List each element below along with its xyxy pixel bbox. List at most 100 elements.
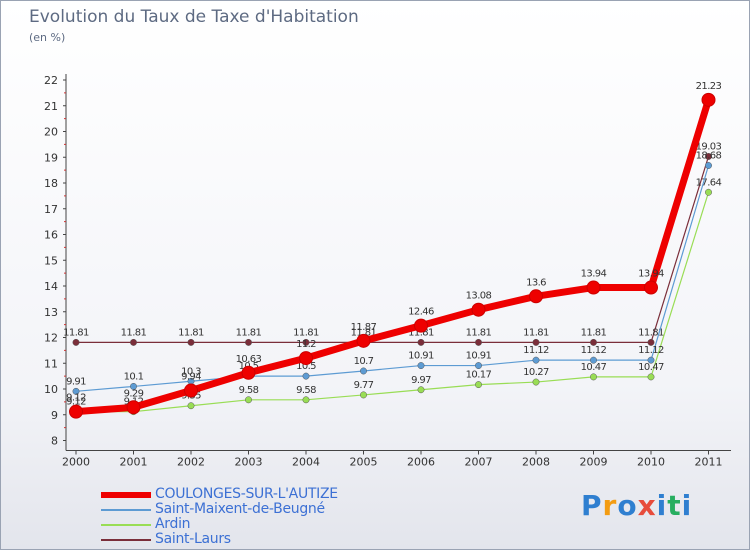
data-point [299, 351, 313, 366]
data-label: 9.77 [354, 380, 374, 391]
data-point [705, 188, 712, 196]
data-label: 10.3 [181, 366, 201, 377]
x-tick-label: 2006 [407, 456, 435, 469]
logo-letter: x [637, 489, 657, 522]
data-point [72, 387, 80, 395]
x-tick-label: 2005 [350, 456, 378, 469]
data-point [417, 338, 425, 346]
data-label: 13.94 [581, 269, 607, 280]
proxiti-logo: Proxiti [581, 489, 692, 522]
data-label: 9.91 [66, 376, 86, 387]
data-point [417, 362, 425, 370]
data-label: 10.47 [638, 362, 664, 373]
y-tick-label: 22 [44, 74, 58, 87]
data-label: 10.17 [466, 370, 492, 381]
y-tick-label: 13 [44, 306, 58, 319]
data-point [302, 372, 310, 380]
legend-label-saint-laurs: Saint-Laurs [155, 531, 231, 547]
data-label: 13.94 [638, 269, 664, 280]
data-label: 11.81 [581, 327, 607, 338]
x-tick-label: 2004 [292, 456, 320, 469]
data-point [590, 356, 597, 364]
x-tick-label: 2010 [637, 456, 665, 469]
y-tick-label: 20 [44, 126, 58, 139]
logo-letter: i [681, 489, 693, 522]
legend-swatch-saint-laurs [101, 539, 151, 541]
data-point [302, 338, 310, 346]
data-point [126, 400, 141, 415]
chart-subtitle: (en %) [29, 31, 66, 44]
data-label: 11.81 [351, 327, 377, 338]
series-line [75, 191, 710, 413]
data-label: 9.97 [411, 375, 431, 386]
data-label: 9.58 [296, 385, 316, 396]
y-tick-label: 10 [44, 383, 58, 396]
legend-label-coulonges: COULONGES-SUR-L'AUTIZE [155, 486, 338, 502]
y-tick-label: 12 [44, 332, 58, 345]
data-label: 11.87 [351, 322, 377, 333]
logo-letter: o [617, 489, 638, 522]
data-label: 11.81 [236, 327, 262, 338]
y-tick-label: 19 [44, 151, 58, 164]
x-tick-label: 2007 [465, 456, 493, 469]
legend-label-ardin: Ardin [155, 516, 191, 532]
data-point [475, 362, 482, 370]
data-point [360, 367, 367, 375]
x-tick-label: 2011 [695, 456, 723, 469]
series-saint-maixent-de-beugn-: 9.9110.110.310.510.510.710.9110.9111.121… [66, 150, 722, 395]
data-label: 11.81 [466, 327, 492, 338]
data-point [475, 338, 482, 346]
data-point [647, 356, 655, 364]
data-label: 10.47 [581, 362, 607, 373]
logo-letter: r [602, 489, 618, 522]
data-point [471, 302, 486, 317]
data-label: 18.68 [696, 150, 722, 161]
data-label: 9.12 [66, 397, 86, 408]
data-label: 21.23 [696, 81, 722, 92]
data-point [586, 280, 601, 295]
data-label: 9.12 [66, 393, 86, 404]
data-point [532, 378, 540, 386]
data-point [529, 289, 543, 304]
data-label: 17.64 [696, 177, 722, 188]
data-label: 13.08 [466, 291, 492, 302]
data-label: 11.12 [581, 345, 607, 356]
series-saint-laurs: 11.81 11.81 11.81 11.81 11.81 11.81 11.81 11.81… [63, 141, 722, 346]
series-coulonges-sur-l-autize: 9.12 9.29 9.94 10.63 11.2 11.87 12.46 13.08 13.6… [66, 81, 722, 419]
data-point [187, 338, 195, 346]
y-tick-label: 18 [44, 177, 58, 190]
chart-title: Evolution du Taux de Taxe d'Habitation [29, 7, 359, 27]
data-label: 9.94 [181, 372, 201, 383]
data-point [187, 402, 195, 410]
legend-swatch-ardin [101, 524, 151, 526]
data-label: 10.5 [296, 361, 316, 372]
legend-label-saint-maixent: Saint-Maixent-de-Beugné [155, 501, 325, 517]
data-label: 10.91 [408, 351, 434, 362]
data-point [72, 338, 80, 346]
data-point [417, 386, 425, 394]
data-label: 10.63 [236, 354, 262, 365]
series-line [75, 155, 710, 343]
x-tick-label: 2008 [522, 456, 550, 469]
data-point [647, 373, 655, 381]
data-point [241, 365, 256, 380]
data-point [130, 338, 137, 346]
data-point [245, 396, 252, 404]
x-tick-label: 2001 [120, 456, 148, 469]
data-point [414, 318, 428, 333]
series-line [72, 96, 712, 416]
data-label: 19.03 [696, 141, 722, 152]
series-line [75, 164, 710, 392]
data-label: 11.12 [523, 345, 549, 356]
data-point [644, 280, 658, 295]
x-tick-label: 2009 [580, 456, 608, 469]
data-point [705, 162, 712, 169]
data-label: 9.29 [124, 388, 144, 399]
data-point [705, 153, 712, 160]
data-point [647, 338, 655, 346]
data-label: 12.46 [408, 307, 434, 318]
data-point [130, 382, 137, 390]
logo-letter: P [581, 489, 603, 522]
data-point [69, 404, 83, 419]
